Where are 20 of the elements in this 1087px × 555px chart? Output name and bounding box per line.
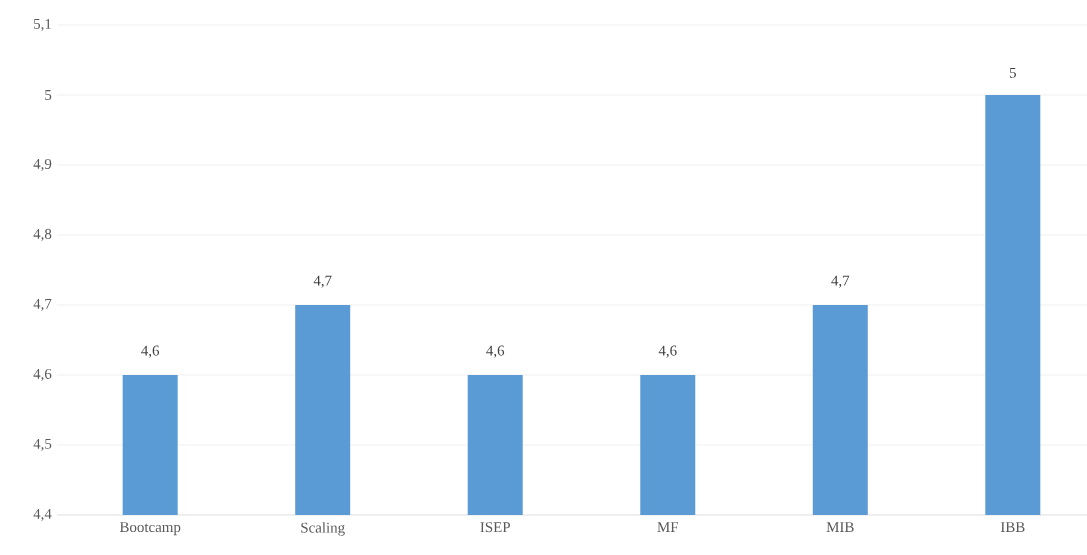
data-label: 4,6: [141, 345, 160, 358]
x-tick-label: Bootcamp: [119, 522, 181, 536]
x-tick-label: ISEP: [480, 522, 510, 533]
y-tick-label: 4,6: [33, 368, 52, 382]
x-tick-label: MF: [657, 522, 678, 532]
x-tick-label: MIB: [826, 522, 854, 532]
y-tick-label: 5: [45, 90, 52, 100]
y-tick-label: 4,7: [33, 298, 52, 312]
data-label: 5: [1009, 67, 1016, 78]
y-tick-label: 4,9: [33, 158, 52, 172]
data-label: 4,7: [313, 275, 332, 288]
y-tick-label: 4,8: [33, 228, 52, 242]
y-tick-label: 4,5: [33, 438, 52, 452]
y-tick-label: 4,4: [33, 508, 52, 522]
data-label: 4,6: [658, 345, 677, 358]
data-label: 4,6: [486, 345, 505, 358]
x-tick-label: IBB: [1000, 522, 1025, 532]
y-tick-label: 5,1: [34, 18, 51, 32]
data-label: 4,7: [831, 275, 850, 288]
x-tick-label: Scaling: [301, 522, 345, 536]
